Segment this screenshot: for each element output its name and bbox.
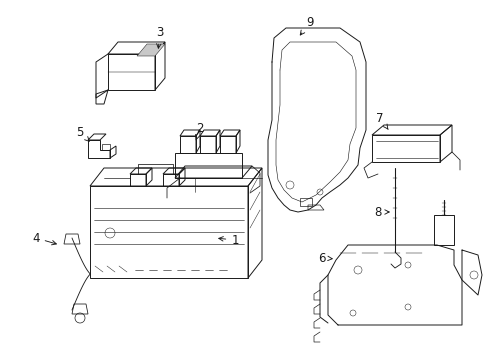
Text: 7: 7 [375,112,387,130]
Text: 6: 6 [318,252,331,265]
Text: 5: 5 [76,126,89,141]
Text: 9: 9 [300,15,313,35]
Text: 8: 8 [373,206,388,219]
Text: 2: 2 [195,122,203,140]
Text: 1: 1 [218,234,238,247]
Polygon shape [137,44,164,56]
Text: 3: 3 [156,26,163,48]
Text: 4: 4 [32,231,56,245]
